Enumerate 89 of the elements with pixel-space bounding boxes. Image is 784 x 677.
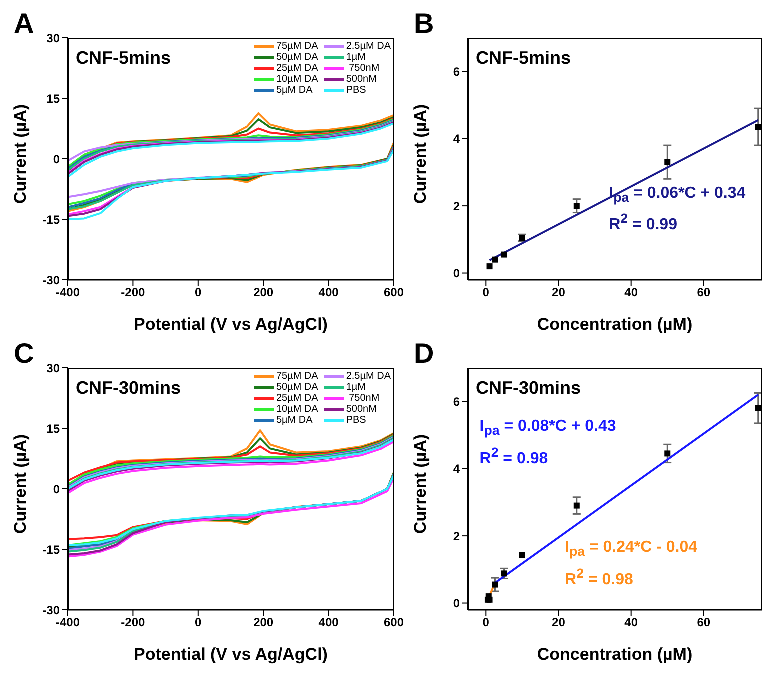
y-tick-label: 0	[453, 266, 460, 281]
legend-label: 10µM DA	[276, 404, 318, 415]
x-tick-label: -400	[56, 616, 80, 630]
point	[574, 502, 580, 509]
y-axis-title: Current (µA)	[11, 104, 30, 204]
y-tick-label: 4	[453, 462, 460, 476]
point	[492, 582, 498, 588]
x-tick-label: 0	[482, 616, 490, 630]
x-tick-label: 200	[254, 616, 274, 630]
x-tick-label: 40	[624, 616, 638, 630]
chart-title: C	[14, 338, 34, 370]
y-tick-label: 0	[453, 596, 460, 611]
legend-label: 1µM	[346, 52, 366, 63]
y-tick-label: 0	[53, 152, 60, 166]
y-tick-label: 6	[453, 394, 460, 409]
point	[492, 256, 498, 263]
x-tick-label: 600	[384, 616, 404, 630]
y-axis-title: Current (µA)	[11, 434, 30, 534]
y-tick-label: -30	[42, 273, 60, 288]
y-tick-label: 6	[453, 64, 460, 79]
legend-label: PBS	[346, 85, 366, 96]
y-axis-title: Current (µA)	[411, 104, 430, 204]
legend-label: 5µM DA	[276, 85, 313, 96]
x-tick-label: 60	[697, 286, 711, 300]
legend-label: 75µM DA	[276, 371, 318, 382]
y-tick-label: -30	[42, 603, 60, 618]
x-tick-label: -200	[121, 616, 146, 630]
y-tick-label: 30	[46, 361, 60, 376]
point	[664, 450, 671, 457]
point	[574, 203, 580, 210]
text: CNF-30mins	[76, 378, 182, 399]
point	[519, 552, 526, 558]
legend-label: 500nM	[346, 74, 377, 85]
point	[501, 570, 508, 577]
legend-label: 75µM DA	[276, 41, 318, 52]
legend-label: 750nM	[348, 393, 380, 404]
legend-label: 750nM	[348, 63, 380, 74]
legend-label: 5µM DA	[276, 415, 313, 426]
x-tick-label: 200	[254, 286, 274, 300]
x-tick-label: 60	[697, 616, 711, 630]
legend-label: 50µM DA	[276, 52, 318, 63]
chart-title: B	[414, 8, 434, 40]
x-tick-label: 0	[195, 616, 202, 630]
x-tick-label: -400	[56, 286, 80, 300]
legend-label: 1µM	[346, 382, 366, 393]
x-tick-label: 0	[482, 286, 490, 300]
legend-label: 25µM DA	[276, 393, 318, 404]
y-tick-label: 15	[46, 422, 60, 436]
text: CNF-30mins	[476, 378, 582, 399]
text: I$_{pa}$ = 0.24*C - 0.04 R$^{2}$ = 0.98	[565, 539, 698, 588]
legend-label: 2.5µM DA	[346, 371, 391, 382]
y-tick-label: 2	[453, 529, 460, 544]
x-tick-label: 600	[384, 286, 404, 300]
x-tick-label: 20	[552, 616, 566, 630]
point	[755, 405, 762, 412]
text: CNF-5mins	[476, 48, 572, 69]
legend-label: 2.5µM DA	[346, 41, 391, 52]
x-tick-label: 0	[195, 286, 202, 300]
x-axis-title: Potential (V vs Ag/AgCl)	[134, 315, 328, 334]
y-tick-label: -15	[42, 542, 60, 557]
point	[486, 264, 493, 270]
point	[501, 252, 508, 258]
text: I$_{pa}$ = 0.08*C + 0.43 R$^{2}$ = 0.98	[480, 418, 616, 467]
x-tick-label: -200	[121, 286, 146, 300]
y-tick-label: 30	[46, 31, 60, 46]
x-axis-title: Concentration (µM)	[537, 645, 693, 664]
y-tick-label: 4	[453, 132, 460, 146]
x-axis-title: Concentration (µM)	[537, 315, 693, 334]
chart-title: D	[414, 338, 434, 370]
x-tick-label: 40	[624, 286, 638, 300]
y-tick-label: -15	[42, 212, 60, 227]
x-axis-title: Potential (V vs Ag/AgCl)	[134, 645, 328, 664]
point	[755, 124, 762, 130]
chart-title: A	[14, 8, 34, 40]
legend-label: PBS	[346, 415, 366, 426]
legend-label: 25µM DA	[276, 63, 318, 74]
point	[664, 159, 671, 166]
y-tick-label: 0	[53, 482, 60, 496]
x-tick-label: 400	[318, 616, 340, 630]
text: CNF-5mins	[76, 48, 172, 69]
y-tick-label: 15	[46, 92, 60, 106]
y-tick-label: 2	[453, 199, 460, 214]
point	[519, 234, 526, 241]
legend-label: 50µM DA	[276, 382, 318, 393]
legend-label: 500nM	[346, 404, 377, 415]
x-tick-label: 20	[552, 286, 566, 300]
x-tick-label: 400	[318, 286, 340, 300]
y-axis-title: Current (µA)	[411, 434, 430, 534]
legend-label: 10µM DA	[276, 74, 318, 85]
